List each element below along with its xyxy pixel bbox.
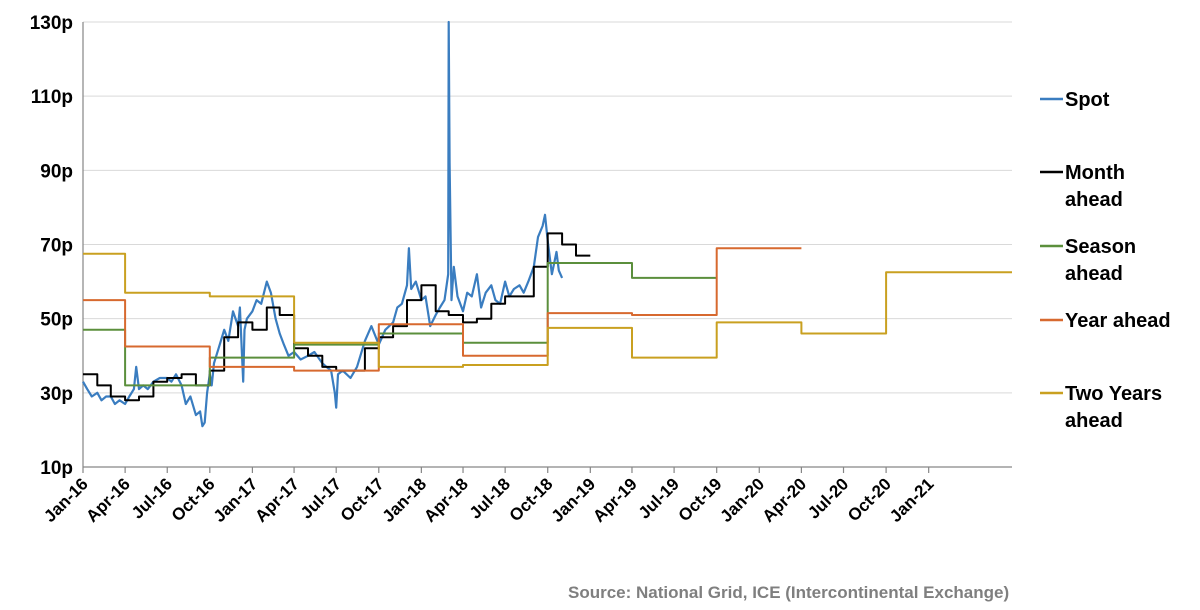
- x-tick-label: Jul-20: [804, 474, 852, 522]
- x-tick-label: Oct-18: [506, 474, 557, 525]
- source-note: Source: National Grid, ICE (Intercontine…: [568, 583, 1010, 602]
- series-line-year-ahead: [83, 247, 802, 372]
- chart: 10p30p50p70p90p110p130pJan-16Apr-16Jul-1…: [30, 13, 1171, 526]
- x-tick-label: Jan-20: [717, 474, 769, 526]
- x-tick-label: Oct-20: [844, 474, 895, 525]
- x-tick-label: Apr-20: [759, 474, 811, 526]
- y-tick-label: 110p: [31, 87, 73, 108]
- y-tick-label: 130p: [30, 13, 73, 34]
- legend-label: Season: [1065, 236, 1136, 258]
- x-tick-label: Jan-17: [210, 474, 262, 526]
- x-tick-label: Apr-16: [82, 474, 134, 526]
- legend-label: ahead: [1065, 263, 1123, 285]
- x-tick-label: Jan-21: [886, 474, 938, 526]
- series-lines: [82, 20, 1012, 428]
- x-tick-label: Jul-19: [635, 474, 683, 522]
- y-tick-label: 50p: [40, 310, 73, 331]
- legend-item-year-ahead: Year ahead: [1040, 310, 1171, 332]
- x-tick-label: Jul-17: [297, 474, 345, 522]
- x-tick-label: Jan-19: [548, 474, 600, 526]
- series-line-month-ahead: [83, 232, 591, 402]
- y-tick-label: 30p: [40, 384, 73, 405]
- legend-label: Month: [1065, 162, 1125, 184]
- y-tick-label: 70p: [40, 236, 73, 257]
- legend-label: Spot: [1065, 89, 1110, 111]
- x-tick-label: Oct-16: [168, 474, 219, 525]
- legend-item-season-ahead: Season ahead: [1040, 236, 1136, 285]
- x-tick-label: Oct-17: [337, 474, 388, 525]
- x-tick-label: Oct-19: [675, 474, 726, 525]
- legend-label: ahead: [1065, 410, 1123, 432]
- x-tick-label: Jan-16: [40, 474, 92, 526]
- x-tick-label: Jan-18: [379, 474, 431, 526]
- legend-item-month-ahead: Month ahead: [1040, 162, 1125, 211]
- series-line-two-years-ahead: [83, 252, 1012, 368]
- x-tick-label: Apr-19: [589, 474, 641, 526]
- x-tick-label: Jul-16: [128, 474, 176, 522]
- axes: 10p30p50p70p90p110p130pJan-16Apr-16Jul-1…: [30, 13, 1012, 526]
- legend-label: ahead: [1065, 189, 1123, 211]
- y-tick-label: 90p: [40, 161, 73, 182]
- x-tick-label: Jul-18: [466, 474, 514, 522]
- legend-item-spot: Spot: [1040, 89, 1110, 111]
- legend-label: Year ahead: [1065, 310, 1171, 332]
- legend-label: Two Years: [1065, 383, 1162, 405]
- y-tick-label: 10p: [40, 458, 73, 479]
- x-tick-label: Apr-18: [420, 474, 472, 526]
- legend-item-two-years-ahead: Two Years ahead: [1040, 383, 1162, 432]
- x-tick-label: Apr-17: [251, 474, 303, 526]
- legend: Spot Month ahead Season ahead Year ahead Two Y…: [1040, 89, 1171, 432]
